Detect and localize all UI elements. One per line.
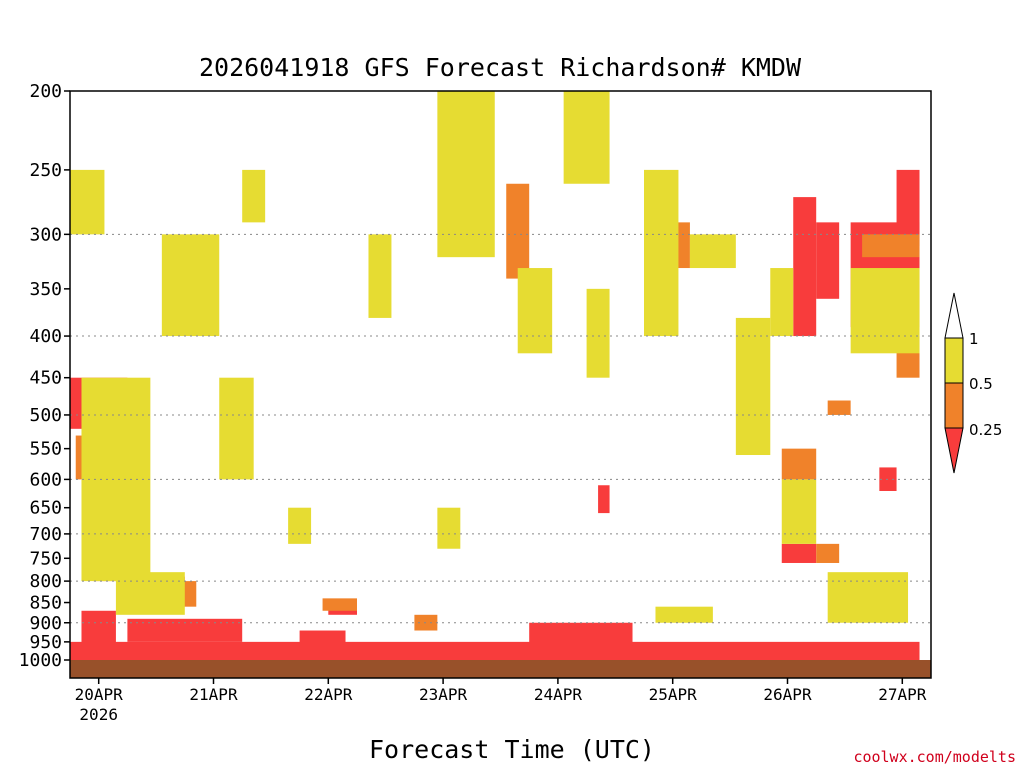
ground-band xyxy=(70,660,931,678)
y-tick-label-850: 850 xyxy=(29,593,62,614)
y-tick-label-350: 350 xyxy=(29,279,62,300)
y-tick-label-550: 550 xyxy=(29,439,62,460)
y-tick-label-250: 250 xyxy=(29,160,62,181)
x-axis-label: Forecast Time (UTC) xyxy=(369,735,655,764)
ri-cell-025_05-21 xyxy=(816,543,840,563)
ri-cell-lt_025-5 xyxy=(299,630,346,650)
heatmap-cells xyxy=(70,91,920,660)
ri-cell-lt_025-6 xyxy=(529,622,633,646)
ri-cell-05_1-44 xyxy=(242,169,266,223)
ri-cell-025_05-26 xyxy=(506,183,530,279)
ri-cell-05_1-35 xyxy=(644,169,679,337)
x-tick-label-3: 23APR xyxy=(419,685,468,704)
ri-cell-lt_025-0 xyxy=(70,641,920,660)
y-tick-label-900: 900 xyxy=(29,613,62,634)
x-tick-label-0: 20APR xyxy=(75,685,124,704)
color-legend: 1 0.5 0.25 xyxy=(944,292,1002,474)
chart-title: 2026041918 GFS Forecast Richardson# KMDW xyxy=(199,53,802,82)
y-tick-label-450: 450 xyxy=(29,368,62,389)
ri-cell-lt_025-2 xyxy=(81,610,116,646)
y-tick-label-300: 300 xyxy=(29,224,62,245)
legend-box-0.5-1 xyxy=(944,337,964,384)
ri-cell-05_1-34 xyxy=(563,91,610,184)
ri-cell-025_05-20 xyxy=(781,448,817,480)
ri-cell-025_05-18 xyxy=(322,598,357,611)
ri-cell-lt_025-8 xyxy=(816,222,840,299)
plot-frame xyxy=(69,90,932,679)
legend-level-1: 1 xyxy=(969,330,979,348)
y-tick-label-200: 200 xyxy=(29,81,62,102)
x-tick-label-7: 27APR xyxy=(878,685,927,704)
ri-cell-05_1-42 xyxy=(655,606,713,623)
ri-cell-05_1-39 xyxy=(850,268,920,354)
legend-level-0.25: 0.25 xyxy=(969,421,1002,439)
x-tick-label-4: 24APR xyxy=(534,685,583,704)
ri-cell-05_1-31 xyxy=(437,507,461,549)
ri-cell-05_1-30 xyxy=(161,234,220,337)
x-tick-label-1: 21APR xyxy=(189,685,238,704)
legend-level-0.5: 0.5 xyxy=(969,375,993,393)
legend-arrow-gt-1 xyxy=(944,292,964,339)
ri-cell-05_1-41 xyxy=(827,572,909,623)
ri-cell-05_1-46 xyxy=(517,268,553,354)
legend-box-0.25-0.5 xyxy=(944,382,964,429)
x-tick-label-6: 26APR xyxy=(763,685,812,704)
y-tick-label-500: 500 xyxy=(29,405,62,426)
ri-cell-lt_025-3 xyxy=(127,618,243,642)
ri-cell-05_1-33 xyxy=(437,91,495,258)
ri-cell-lt_025-11 xyxy=(781,543,817,563)
x-tick-label-5: 25APR xyxy=(649,685,698,704)
x-tick-sublabel-0: 2026 xyxy=(79,705,118,724)
ri-cell-05_1-28 xyxy=(115,572,185,615)
y-tick-label-650: 650 xyxy=(29,498,62,519)
y-tick-label-950: 950 xyxy=(29,632,62,653)
ri-cell-05_1-27 xyxy=(81,377,151,582)
ri-cell-05_1-47 xyxy=(586,288,610,378)
y-tick-label-800: 800 xyxy=(29,571,62,592)
ri-cell-lt_025-14 xyxy=(598,485,610,514)
ri-cell-lt_025-12 xyxy=(896,169,920,246)
ri-cell-05_1-32 xyxy=(288,507,312,544)
credit-text: coolwx.com/modelts xyxy=(853,748,1016,766)
ri-cell-05_1-36 xyxy=(689,234,736,269)
x-tick-label-2: 22APR xyxy=(304,685,353,704)
y-tick-label-750: 750 xyxy=(29,548,62,569)
ri-cell-05_1-29 xyxy=(219,377,254,480)
ri-cell-lt_025-10 xyxy=(793,197,817,337)
y-tick-label-400: 400 xyxy=(29,326,62,347)
y-axis-ticks: 200 250 300 350 400 450 500 550 600 650 700 7508008… xyxy=(19,81,70,671)
ri-cell-025_05-24 xyxy=(862,234,920,258)
ri-cell-05_1-37 xyxy=(735,317,771,456)
ri-cell-05_1-43 xyxy=(70,169,105,235)
legend-arrow-lt-025 xyxy=(944,427,964,474)
y-tick-label-1000: 1000 xyxy=(19,650,62,671)
y-tick-label-700: 700 xyxy=(29,524,62,545)
y-tick-label-600: 600 xyxy=(29,469,62,490)
ri-cell-05_1-38 xyxy=(770,268,794,337)
ri-cell-05_1-40 xyxy=(781,479,817,544)
ri-cell-05_1-45 xyxy=(368,234,392,318)
ri-cell-025_05-22 xyxy=(827,400,851,415)
